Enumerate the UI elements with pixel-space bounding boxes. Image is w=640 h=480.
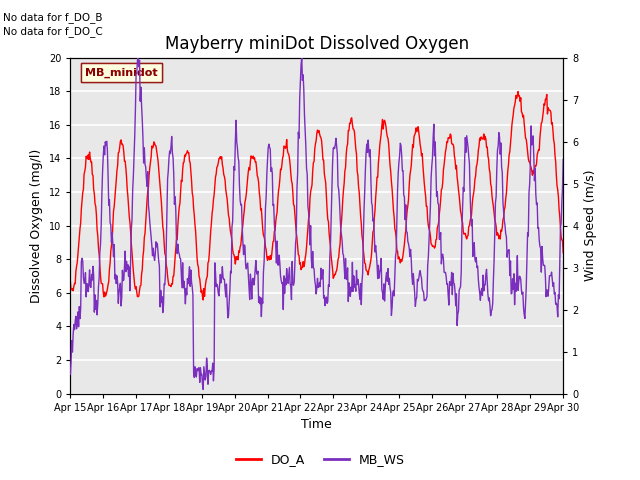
MB_WS — [199, 386, 207, 392]
X-axis label: Time: Time — [301, 418, 332, 431]
Y-axis label: Wind Speed (m/s): Wind Speed (m/s) — [584, 170, 597, 281]
Y-axis label: Dissolved Oxygen (mg/l): Dissolved Oxygen (mg/l) — [31, 148, 44, 303]
DO_A — [358, 221, 365, 227]
Text: No data for f_DO_C: No data for f_DO_C — [3, 26, 103, 37]
DO_A — [199, 297, 207, 303]
DO_A — [175, 213, 182, 218]
DO_A — [406, 173, 413, 179]
DO_A — [310, 160, 317, 166]
MB_WS — [196, 365, 204, 371]
MB_WS — [516, 273, 524, 279]
MB_WS — [310, 266, 318, 272]
Title: Mayberry miniDot Dissolved Oxygen: Mayberry miniDot Dissolved Oxygen — [164, 35, 469, 53]
Text: No data for f_DO_B: No data for f_DO_B — [3, 12, 102, 23]
MB_WS — [358, 279, 366, 285]
Line: DO_A: DO_A — [70, 92, 563, 300]
MB_WS — [134, 55, 142, 60]
Legend: MB_minidot: MB_minidot — [81, 63, 163, 82]
MB_WS — [407, 246, 415, 252]
MB_WS — [175, 251, 183, 257]
Line: MB_WS: MB_WS — [70, 58, 563, 389]
Legend: DO_A, MB_WS: DO_A, MB_WS — [230, 448, 410, 471]
DO_A — [196, 276, 204, 282]
DO_A — [514, 89, 522, 95]
DO_A — [67, 279, 74, 285]
DO_A — [559, 250, 567, 255]
MB_WS — [67, 372, 74, 377]
MB_WS — [559, 156, 567, 162]
DO_A — [516, 93, 524, 99]
